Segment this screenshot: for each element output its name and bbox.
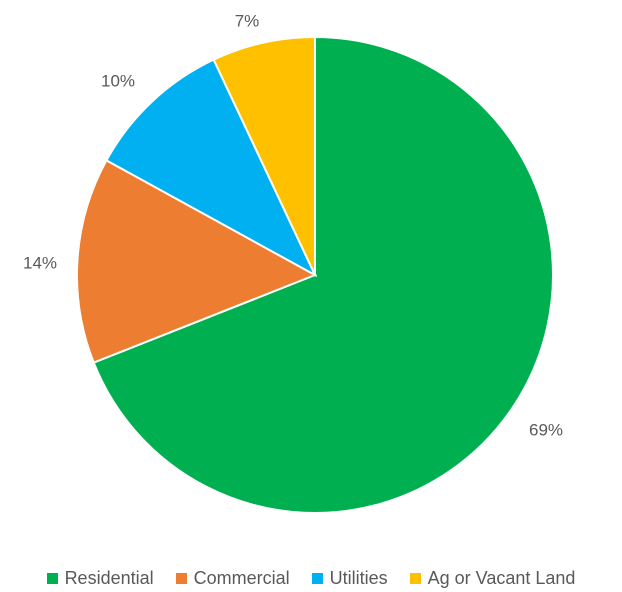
legend-label: Ag or Vacant Land xyxy=(427,568,576,588)
legend-item-ag-or-vacant-land: Ag or Vacant Land xyxy=(409,568,576,589)
legend-swatch xyxy=(311,573,323,584)
legend-swatch xyxy=(175,573,187,584)
data-label-utilities: 10% xyxy=(101,71,135,90)
legend-label: Commercial xyxy=(193,568,290,588)
legend-swatch xyxy=(46,573,58,584)
legend: Residential Commercial Utilities Ag or Vaca… xyxy=(0,568,622,589)
data-label-residential: 69% xyxy=(529,420,563,439)
data-label-ag-or-vacant-land: 7% xyxy=(235,11,260,30)
legend-label: Utilities xyxy=(329,568,388,588)
legend-item-residential: Residential xyxy=(46,568,154,589)
pie-slice-utilities xyxy=(105,58,318,278)
legend-item-utilities: Utilities xyxy=(311,568,388,589)
pie-slice-ag-or-vacant-land xyxy=(212,35,316,276)
pie-slice-residential xyxy=(92,35,554,514)
legend-label: Residential xyxy=(64,568,154,588)
data-label-commercial: 14% xyxy=(23,253,57,272)
pie-data-labels: 69% 14% 10% 7% xyxy=(23,11,563,439)
pie-slice-commercial xyxy=(76,158,318,364)
legend-swatch xyxy=(409,573,421,584)
pie-slices xyxy=(76,35,554,514)
legend-item-commercial: Commercial xyxy=(175,568,290,589)
